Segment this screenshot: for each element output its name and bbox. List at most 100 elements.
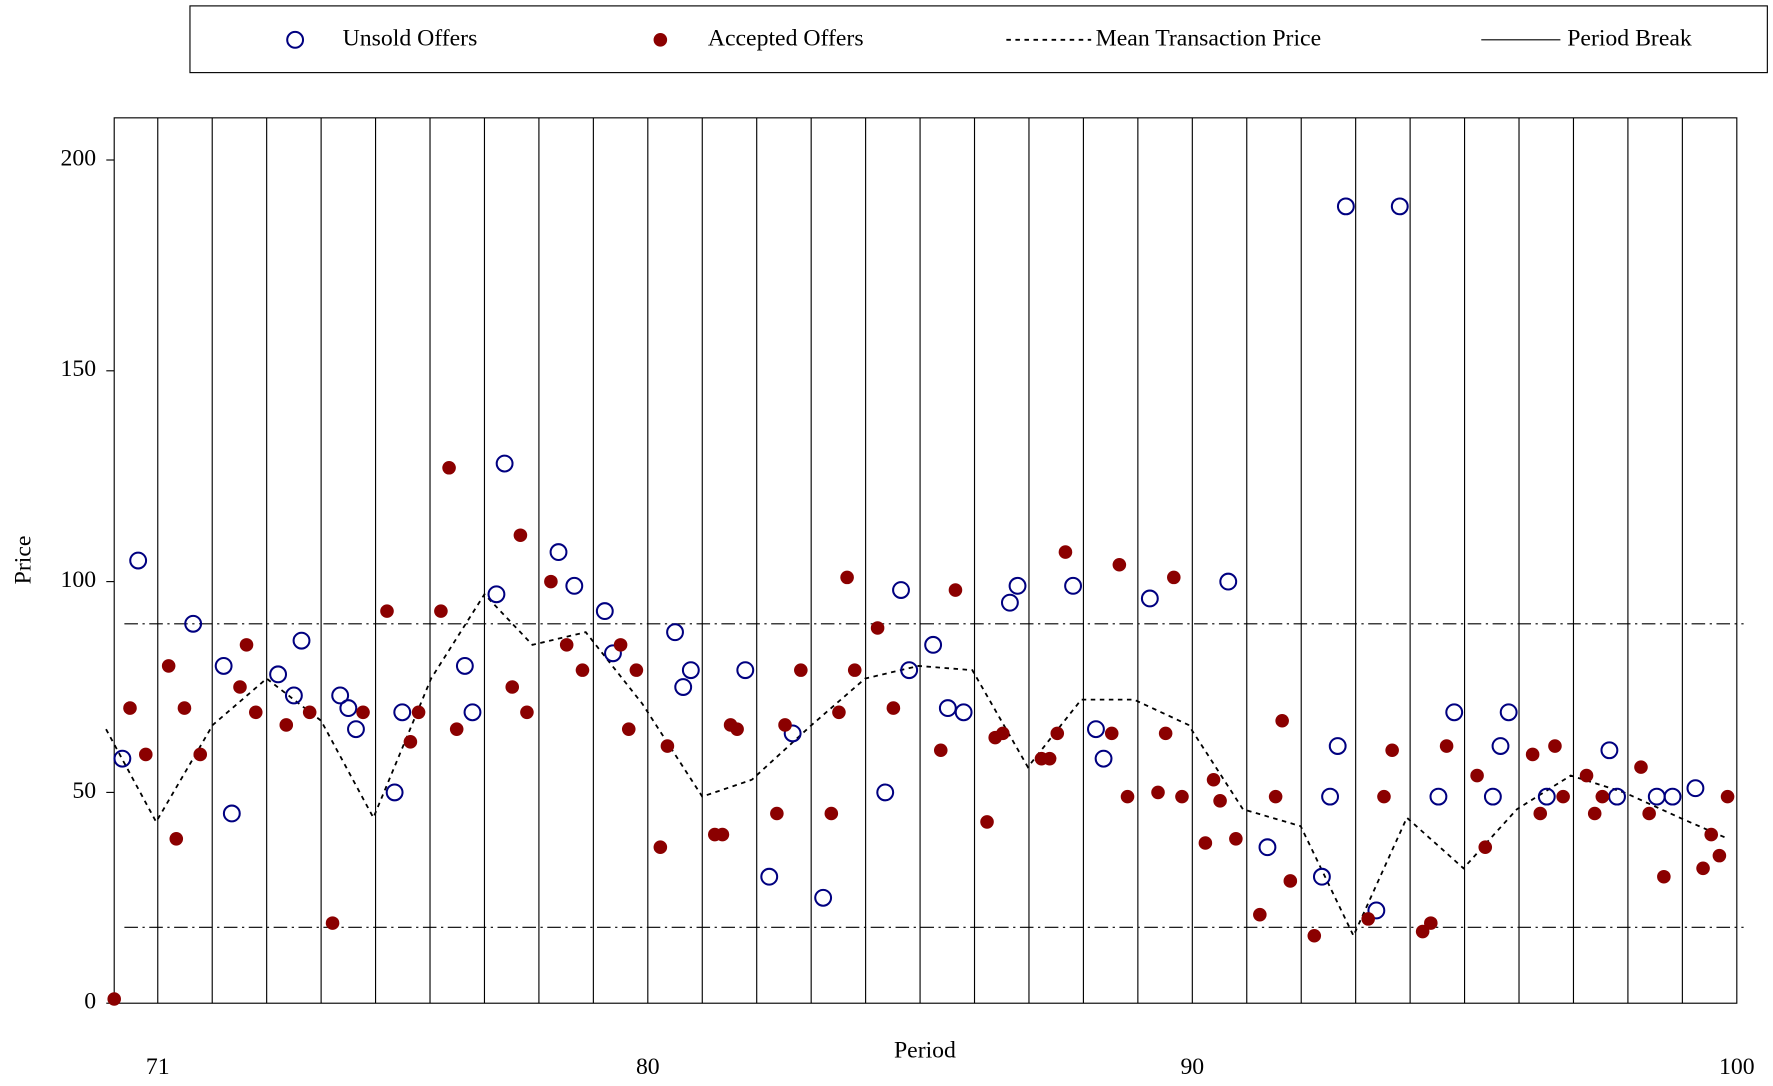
accepted-offer <box>169 832 184 846</box>
accepted-offer <box>1206 772 1221 787</box>
accepted-offer <box>575 663 590 677</box>
unsold-offer <box>1445 703 1464 722</box>
unsold-offer <box>113 749 132 768</box>
accepted-offer <box>1712 848 1727 863</box>
unsold-offer <box>385 783 404 802</box>
accepted-offer <box>505 680 520 694</box>
accepted-offer <box>161 659 176 673</box>
unsold-offer <box>565 576 584 595</box>
accepted-offer <box>778 718 792 732</box>
accepted-offer <box>996 726 1010 741</box>
accepted-offer <box>442 460 456 475</box>
accepted-offer <box>520 705 534 720</box>
mean-price-line <box>105 592 1729 938</box>
accepted-offer <box>1050 726 1065 741</box>
unsold-offer <box>1499 703 1518 722</box>
unsold-offer <box>1336 197 1355 216</box>
accepted-offer <box>1104 726 1119 741</box>
accepted-offer <box>1229 832 1243 846</box>
accepted-offer <box>544 574 558 589</box>
accepted-offer <box>248 705 263 720</box>
unsold-offer <box>1219 572 1238 591</box>
unsold-offer <box>339 699 358 718</box>
unsold-offer <box>393 703 412 722</box>
unsold-offer <box>284 686 303 705</box>
accepted-offer <box>123 701 137 715</box>
unsold-offer <box>1483 787 1502 806</box>
legend-marker <box>653 33 668 47</box>
accepted-offer <box>1579 768 1594 783</box>
unsold-offer <box>666 623 684 642</box>
unsold-offer <box>938 699 957 718</box>
accepted-offer <box>1548 739 1562 753</box>
accepted-offer <box>1361 912 1375 926</box>
accepted-offer <box>1268 789 1283 804</box>
x-tick-label: 100 <box>1719 1054 1755 1080</box>
accepted-offer <box>1642 806 1656 821</box>
unsold-offer <box>760 867 779 886</box>
accepted-offer <box>239 638 254 652</box>
unsold-offer <box>1328 737 1347 755</box>
unsold-offer <box>1491 737 1510 755</box>
unsold-offer <box>674 678 693 696</box>
accepted-offer <box>107 992 121 1006</box>
unsold-offer <box>222 804 241 823</box>
unsold-offer <box>1367 901 1386 920</box>
legend-box <box>189 5 1768 74</box>
x-tick-label: 71 <box>146 1054 170 1080</box>
accepted-offer <box>449 722 464 736</box>
unsold-offer <box>269 665 288 684</box>
legend-marker <box>286 30 305 49</box>
unsold-offer <box>1258 838 1277 857</box>
unsold-offer <box>1600 741 1619 760</box>
x-axis-label: Period <box>894 1037 956 1063</box>
unsold-offer <box>1008 576 1027 595</box>
accepted-offer <box>621 722 636 736</box>
accepted-offer <box>1275 713 1289 728</box>
unsold-offer <box>1094 749 1113 768</box>
unsold-offer <box>487 585 506 604</box>
accepted-offer <box>1533 806 1548 821</box>
accepted-offer <box>356 705 370 720</box>
unsold-offer <box>1064 576 1083 595</box>
accepted-offer <box>832 705 846 720</box>
unsold-offer <box>595 602 614 621</box>
accepted-offer <box>1158 726 1173 741</box>
unsold-offer <box>1663 787 1682 806</box>
unsold-offer <box>214 656 233 675</box>
accepted-offer <box>434 604 448 618</box>
accepted-offer <box>1198 836 1213 850</box>
unsold-offer <box>1321 787 1340 806</box>
y-tick-label: 150 <box>61 356 97 382</box>
accepted-offer <box>613 638 628 652</box>
unsold-offer <box>292 631 311 650</box>
accepted-offer <box>1307 928 1322 943</box>
unsold-offer <box>1140 589 1159 608</box>
accepted-offer <box>1167 570 1181 585</box>
accepted-offer <box>1595 789 1610 804</box>
unsold-offer <box>924 635 943 654</box>
accepted-offer <box>660 739 675 753</box>
accepted-offer <box>380 604 394 618</box>
plot-frame <box>113 117 1738 1004</box>
unsold-offer <box>892 581 910 599</box>
unsold-offer <box>1537 787 1556 806</box>
accepted-offer <box>1470 768 1484 783</box>
unsold-offer <box>1647 787 1666 806</box>
y-tick-label: 50 <box>72 778 96 804</box>
unsold-offer <box>954 703 973 722</box>
legend-label: Accepted Offers <box>708 25 864 51</box>
accepted-offer <box>1385 743 1399 758</box>
unsold-offer <box>1312 867 1331 886</box>
unsold-offer <box>455 656 474 675</box>
accepted-offer <box>177 701 192 715</box>
unsold-offer <box>736 661 755 680</box>
x-tick-label: 90 <box>1180 1054 1204 1080</box>
accepted-offer <box>886 701 901 715</box>
legend-label: Mean Transaction Price <box>1096 25 1321 51</box>
unsold-offer <box>184 614 203 633</box>
accepted-offer <box>1696 861 1710 876</box>
unsold-offer <box>604 644 622 663</box>
